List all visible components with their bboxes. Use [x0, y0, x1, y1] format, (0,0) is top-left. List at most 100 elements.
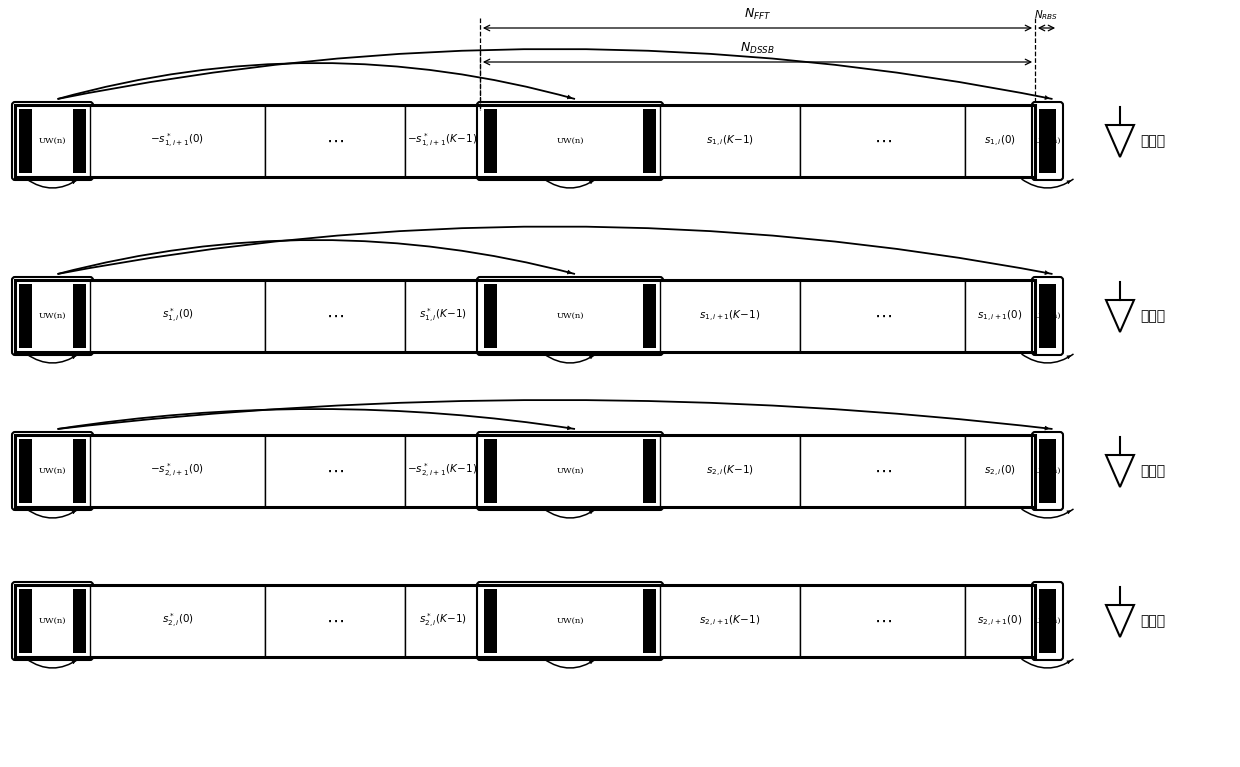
- Bar: [965, 585, 1035, 657]
- Text: $-s^*_{2,i+1}(0)$: $-s^*_{2,i+1}(0)$: [150, 462, 205, 480]
- Text: $-s^*_{2,i+1}(K\!-\!1)$: $-s^*_{2,i+1}(K\!-\!1)$: [408, 462, 477, 480]
- FancyBboxPatch shape: [477, 102, 663, 180]
- Bar: [19, 589, 32, 653]
- Text: $s_{1,i+1}(0)$: $s_{1,i+1}(0)$: [977, 308, 1023, 324]
- Text: UW(n): UW(n): [1034, 312, 1061, 320]
- FancyBboxPatch shape: [1032, 582, 1063, 660]
- Bar: [1043, 109, 1056, 173]
- Bar: [73, 589, 86, 653]
- Bar: [1039, 284, 1052, 348]
- Text: $s_{2,i}(0)$: $s_{2,i}(0)$: [985, 463, 1016, 479]
- Bar: [15, 435, 1035, 507]
- Bar: [660, 435, 800, 507]
- Bar: [19, 109, 32, 173]
- Text: $s^*_{2,i}(K\!-\!1)$: $s^*_{2,i}(K\!-\!1)$: [419, 612, 466, 630]
- Bar: [265, 105, 405, 177]
- FancyBboxPatch shape: [477, 277, 663, 355]
- FancyBboxPatch shape: [12, 432, 93, 510]
- Bar: [15, 280, 1035, 352]
- Text: $s_{1,i}(K\!-\!1)$: $s_{1,i}(K\!-\!1)$: [706, 133, 754, 149]
- Bar: [965, 105, 1035, 177]
- Text: 天线一: 天线一: [1140, 134, 1166, 148]
- Text: $s_{1,i}(0)$: $s_{1,i}(0)$: [985, 133, 1016, 149]
- FancyBboxPatch shape: [12, 102, 93, 180]
- Bar: [91, 280, 265, 352]
- Text: UW(n): UW(n): [38, 312, 66, 320]
- Text: UW(n): UW(n): [557, 312, 584, 320]
- Bar: [965, 435, 1035, 507]
- Text: $\cdots$: $\cdots$: [326, 307, 343, 325]
- Text: $\cdots$: $\cdots$: [326, 462, 343, 480]
- Text: $s_{1,i+1}(K\!-\!1)$: $s_{1,i+1}(K\!-\!1)$: [699, 308, 761, 324]
- Bar: [1043, 589, 1056, 653]
- Text: UW(n): UW(n): [38, 137, 66, 145]
- Text: $s_{2,i+1}(0)$: $s_{2,i+1}(0)$: [977, 614, 1023, 628]
- Bar: [405, 585, 480, 657]
- Bar: [1039, 109, 1052, 173]
- Bar: [1043, 284, 1056, 348]
- Bar: [19, 439, 32, 503]
- Text: $\cdots$: $\cdots$: [326, 132, 343, 150]
- Bar: [1039, 589, 1052, 653]
- Bar: [91, 585, 265, 657]
- Bar: [1043, 439, 1056, 503]
- Text: $-s^*_{1,i+1}(0)$: $-s^*_{1,i+1}(0)$: [150, 132, 205, 150]
- Text: $-s^*_{1,i+1}(K\!-\!1)$: $-s^*_{1,i+1}(K\!-\!1)$: [408, 132, 477, 150]
- Text: $s^*_{2,i}(0)$: $s^*_{2,i}(0)$: [161, 612, 193, 630]
- Bar: [73, 439, 86, 503]
- Bar: [91, 435, 265, 507]
- Bar: [405, 105, 480, 177]
- Bar: [265, 280, 405, 352]
- Text: $\cdots$: $\cdots$: [873, 132, 892, 150]
- Text: UW(n): UW(n): [557, 467, 584, 475]
- Bar: [73, 284, 86, 348]
- Text: $\cdots$: $\cdots$: [873, 307, 892, 325]
- Bar: [800, 105, 965, 177]
- Bar: [800, 585, 965, 657]
- Text: UW(n): UW(n): [557, 137, 584, 145]
- Text: $N_{RBS}$: $N_{RBS}$: [1034, 8, 1059, 22]
- FancyBboxPatch shape: [477, 582, 663, 660]
- Bar: [265, 585, 405, 657]
- FancyBboxPatch shape: [1032, 277, 1063, 355]
- Text: 天线三: 天线三: [1140, 464, 1166, 478]
- Bar: [19, 284, 32, 348]
- Bar: [484, 109, 497, 173]
- Text: UW(n): UW(n): [1034, 467, 1061, 475]
- Bar: [15, 585, 1035, 657]
- Bar: [405, 280, 480, 352]
- Bar: [484, 439, 497, 503]
- Text: $s^*_{1,i}(K\!-\!1)$: $s^*_{1,i}(K\!-\!1)$: [419, 307, 466, 325]
- Bar: [965, 280, 1035, 352]
- Text: UW(n): UW(n): [1034, 617, 1061, 625]
- Bar: [660, 585, 800, 657]
- FancyBboxPatch shape: [12, 277, 93, 355]
- FancyBboxPatch shape: [1032, 102, 1063, 180]
- FancyBboxPatch shape: [1032, 432, 1063, 510]
- Text: UW(n): UW(n): [1034, 137, 1061, 145]
- Bar: [644, 589, 656, 653]
- Text: UW(n): UW(n): [38, 617, 66, 625]
- Text: $s^*_{1,i}(0)$: $s^*_{1,i}(0)$: [161, 307, 193, 325]
- Bar: [91, 105, 265, 177]
- Bar: [660, 280, 800, 352]
- Text: UW(n): UW(n): [557, 617, 584, 625]
- Text: $s_{2,i+1}(K\!-\!1)$: $s_{2,i+1}(K\!-\!1)$: [699, 614, 761, 628]
- Bar: [800, 435, 965, 507]
- Bar: [73, 109, 86, 173]
- Text: $\cdots$: $\cdots$: [873, 612, 892, 630]
- FancyBboxPatch shape: [12, 582, 93, 660]
- Bar: [484, 284, 497, 348]
- Bar: [800, 280, 965, 352]
- Bar: [1039, 439, 1052, 503]
- Text: UW(n): UW(n): [38, 467, 66, 475]
- Bar: [644, 439, 656, 503]
- Bar: [644, 109, 656, 173]
- FancyBboxPatch shape: [477, 432, 663, 510]
- Text: $N_{DSSB}$: $N_{DSSB}$: [740, 41, 775, 56]
- Bar: [484, 589, 497, 653]
- Bar: [660, 105, 800, 177]
- Bar: [644, 284, 656, 348]
- Bar: [265, 435, 405, 507]
- Bar: [405, 435, 480, 507]
